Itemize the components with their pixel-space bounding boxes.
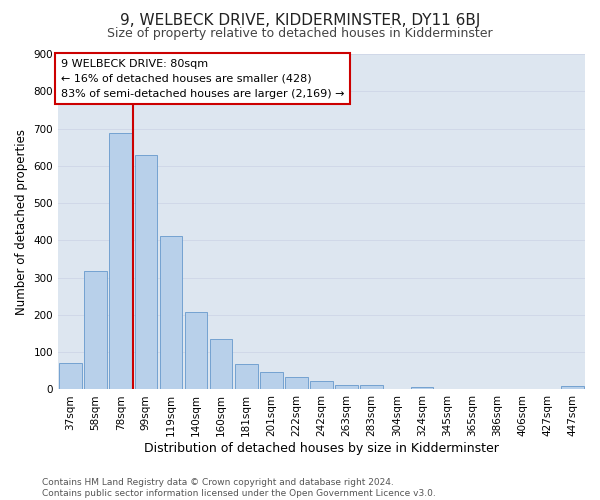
Bar: [185, 312, 208, 390]
Text: 9, WELBECK DRIVE, KIDDERMINSTER, DY11 6BJ: 9, WELBECK DRIVE, KIDDERMINSTER, DY11 6B…: [120, 12, 480, 28]
Bar: [235, 364, 257, 390]
Bar: [285, 377, 308, 390]
X-axis label: Distribution of detached houses by size in Kidderminster: Distribution of detached houses by size …: [144, 442, 499, 455]
Text: Contains HM Land Registry data © Crown copyright and database right 2024.
Contai: Contains HM Land Registry data © Crown c…: [42, 478, 436, 498]
Bar: [59, 362, 82, 390]
Bar: [134, 156, 157, 390]
Text: 9 WELBECK DRIVE: 80sqm
← 16% of detached houses are smaller (428)
83% of semi-de: 9 WELBECK DRIVE: 80sqm ← 16% of detached…: [61, 59, 344, 98]
Bar: [260, 372, 283, 390]
Bar: [561, 386, 584, 390]
Bar: [361, 386, 383, 390]
Bar: [335, 384, 358, 390]
Bar: [310, 382, 333, 390]
Text: Size of property relative to detached houses in Kidderminster: Size of property relative to detached ho…: [107, 28, 493, 40]
Y-axis label: Number of detached properties: Number of detached properties: [15, 128, 28, 314]
Bar: [210, 339, 232, 390]
Bar: [109, 134, 132, 390]
Bar: [410, 387, 433, 390]
Bar: [160, 236, 182, 390]
Bar: [85, 271, 107, 390]
